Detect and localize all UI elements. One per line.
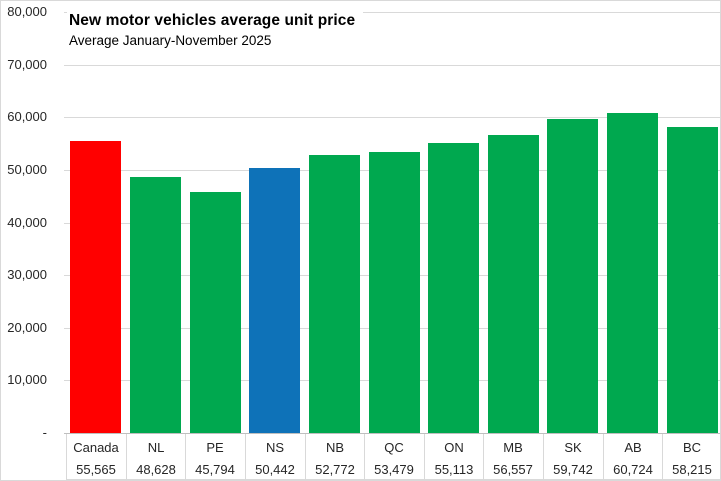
bar-nl [130,177,181,433]
x-axis-category-label: BC [682,440,702,455]
gridline [64,12,720,13]
category-separator [603,433,604,479]
x-axis-category-label: SK [564,440,582,455]
gridline [64,65,720,66]
x-axis-category-label: MB [503,440,523,455]
category-separator [364,433,365,479]
x-axis-value-label: 45,794 [195,462,235,477]
y-axis-tick-label: 20,000 [7,320,47,335]
x-axis-value-label: 60,724 [613,462,653,477]
x-axis-line [64,433,720,434]
category-separator [662,433,663,479]
x-axis-value-label: 52,772 [315,462,355,477]
y-axis-tick-label: 70,000 [7,57,47,72]
x-axis-value-label: 56,557 [493,462,533,477]
bar-canada [70,141,121,433]
category-separator [245,433,246,479]
bar-qc [369,152,420,433]
x-axis-value-label: 48,628 [136,462,176,477]
x-axis-value-label: 50,442 [255,462,295,477]
bar-ns [249,168,300,433]
x-axis-category-label: Canada [73,440,119,455]
category-separator [126,433,127,479]
category-separator [543,433,544,479]
chart-subtitle: Average January-November 2025 [69,33,272,48]
bar-sk [547,119,598,433]
category-separator [483,433,484,479]
category-separator [424,433,425,479]
x-axis-category-label: NS [265,440,285,455]
bar-bc [667,127,718,433]
x-axis-value-label: 59,742 [553,462,593,477]
x-axis-category-label: NL [147,440,165,455]
y-axis-tick-label: 80,000 [7,4,47,19]
y-axis-tick-label: 10,000 [7,372,47,387]
x-axis-category-label: ON [444,440,464,455]
category-separator [305,433,306,479]
x-axis-value-label: 55,113 [434,462,474,477]
category-separator [185,433,186,479]
bar-mb [488,135,539,433]
y-axis-tick-label: 50,000 [7,162,47,177]
x-axis-category-label: NB [325,440,345,455]
x-axis-category-label: PE [206,440,224,455]
x-axis-value-label: 53,479 [374,462,414,477]
label-table-bottom-line [66,479,720,480]
chart-title-block: New motor vehicles average unit price Av… [67,8,364,52]
bar-pe [190,192,241,433]
y-axis-tick-label: - [42,425,47,440]
bar-ab [607,113,658,433]
bar-nb [309,155,360,433]
x-axis-category-label: QC [384,440,404,455]
x-axis-value-label: 58,215 [672,462,712,477]
chart-title: New motor vehicles average unit price [69,12,356,29]
gridline [64,117,720,118]
y-axis-tick-label: 40,000 [7,215,47,230]
x-axis-category-label: AB [624,440,642,455]
y-axis-tick-label: 30,000 [7,267,47,282]
bar-on [428,143,479,433]
y-axis-tick-label: 60,000 [7,109,47,124]
category-separator [66,433,67,479]
x-axis-value-label: 55,565 [76,462,116,477]
